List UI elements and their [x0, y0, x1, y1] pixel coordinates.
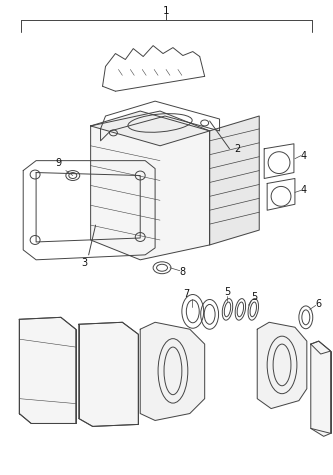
Text: 2: 2 — [234, 144, 240, 154]
Polygon shape — [210, 116, 259, 245]
Text: 1: 1 — [163, 6, 169, 16]
Text: 4: 4 — [301, 185, 307, 195]
Polygon shape — [140, 322, 205, 420]
Text: 5: 5 — [251, 292, 257, 302]
Text: 7: 7 — [183, 288, 189, 298]
Polygon shape — [311, 341, 331, 437]
Polygon shape — [79, 322, 138, 427]
Text: 3: 3 — [82, 258, 88, 268]
Polygon shape — [91, 111, 210, 146]
Text: 8: 8 — [180, 266, 186, 277]
Polygon shape — [19, 317, 76, 423]
Polygon shape — [257, 322, 307, 408]
Text: 9: 9 — [56, 158, 62, 168]
Text: 4: 4 — [301, 151, 307, 161]
Text: 6: 6 — [316, 299, 322, 309]
Text: 5: 5 — [224, 286, 231, 296]
Polygon shape — [91, 111, 210, 260]
